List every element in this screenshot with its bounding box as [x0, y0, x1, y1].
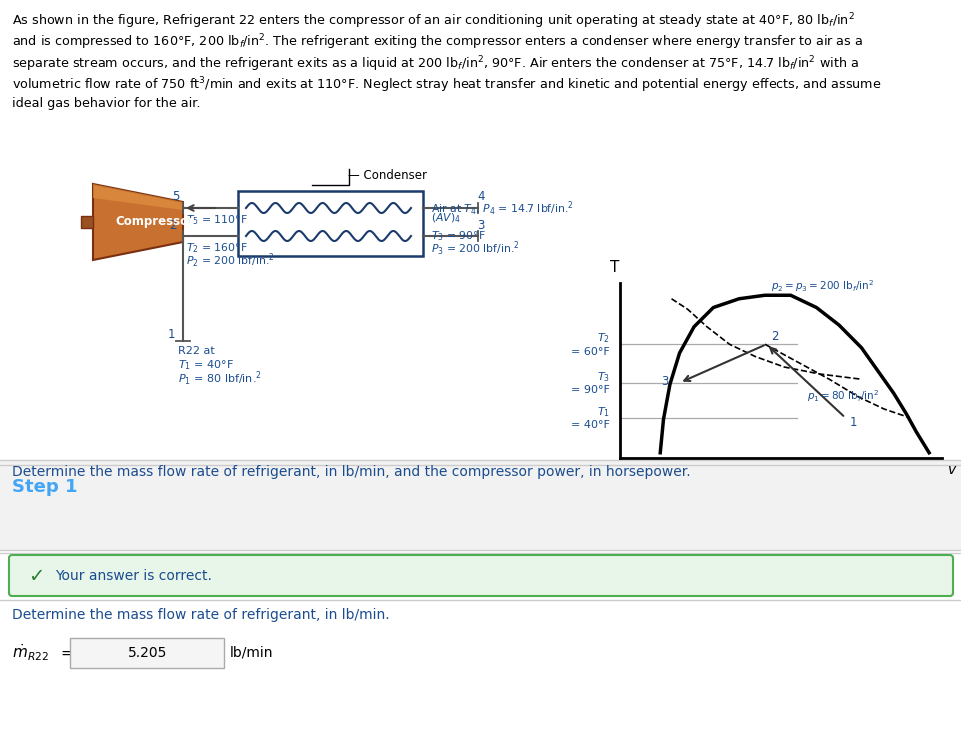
Text: $T_2$
= 60°F: $T_2$ = 60°F	[571, 331, 609, 357]
Text: $p_1 = 80$ lb$_f$/in$^2$: $p_1 = 80$ lb$_f$/in$^2$	[806, 389, 878, 404]
Text: $P_1$ = 80 lbf/in.$^2$: $P_1$ = 80 lbf/in.$^2$	[178, 370, 261, 389]
Text: 2: 2	[169, 219, 177, 232]
Text: $T_1$
= 40°F: $T_1$ = 40°F	[571, 405, 609, 430]
Text: $(AV)_4$: $(AV)_4$	[431, 211, 460, 224]
Text: 4: 4	[477, 190, 484, 203]
Text: Step 1: Step 1	[12, 478, 78, 496]
Bar	[81, 216, 93, 228]
Bar	[0, 483, 961, 743]
Text: and is compressed to 160°F, 200 lb$_f$/in$^2$. The refrigerant exiting the compr: and is compressed to 160°F, 200 lb$_f$/i…	[12, 33, 862, 52]
Text: T: T	[609, 260, 619, 275]
Polygon shape	[93, 184, 183, 260]
Text: $p_2 = p_3 = 200$ lb$_f$/in$^2$: $p_2 = p_3 = 200$ lb$_f$/in$^2$	[771, 278, 874, 294]
Text: $P_3$ = 200 lbf/in.$^2$: $P_3$ = 200 lbf/in.$^2$	[431, 240, 519, 259]
Text: — Condenser: — Condenser	[348, 169, 427, 182]
Text: 3: 3	[477, 219, 484, 232]
Bar	[0, 0, 961, 460]
Text: ideal gas behavior for the air.: ideal gas behavior for the air.	[12, 97, 200, 110]
Text: Determine the mass flow rate of refrigerant, in lb/min.: Determine the mass flow rate of refriger…	[12, 608, 389, 622]
Text: As shown in the figure, Refrigerant 22 enters the compressor of an air condition: As shown in the figure, Refrigerant 22 e…	[12, 11, 854, 30]
Text: ✓: ✓	[28, 566, 44, 585]
Text: 5.205: 5.205	[128, 646, 167, 660]
Text: $T_3$ = 90°F: $T_3$ = 90°F	[431, 229, 485, 243]
Text: $T_2$ = 160°F: $T_2$ = 160°F	[185, 241, 247, 255]
Text: =: =	[60, 646, 73, 661]
FancyBboxPatch shape	[70, 638, 224, 668]
Text: $v$: $v$	[946, 463, 956, 477]
Text: $T_5$ = 110°F: $T_5$ = 110°F	[185, 213, 247, 227]
Text: Compressor: Compressor	[115, 215, 194, 229]
Text: 3: 3	[661, 374, 668, 388]
Text: volumetric flow rate of 750 ft$^3$/min and exits at 110°F. Neglect stray heat tr: volumetric flow rate of 750 ft$^3$/min a…	[12, 76, 880, 95]
Text: separate stream occurs, and the refrigerant exits as a liquid at 200 lb$_f$/in$^: separate stream occurs, and the refriger…	[12, 54, 858, 74]
Text: 1: 1	[849, 416, 856, 429]
Text: 1: 1	[167, 328, 175, 341]
Text: Determine the mass flow rate of refrigerant, in lb/min, and the compressor power: Determine the mass flow rate of refriger…	[12, 465, 690, 479]
Text: Your answer is correct.: Your answer is correct.	[55, 569, 211, 583]
Text: $T_3$
= 90°F: $T_3$ = 90°F	[571, 370, 609, 395]
Text: $P_2$ = 200 lbf/in.$^2$: $P_2$ = 200 lbf/in.$^2$	[185, 252, 275, 270]
Text: $T_1$ = 40°F: $T_1$ = 40°F	[178, 358, 234, 372]
Bar	[0, 465, 961, 550]
Text: R22 at: R22 at	[178, 346, 214, 356]
Text: Air at $T_4$, $P_4$ = 14.7 lbf/in.$^2$: Air at $T_4$, $P_4$ = 14.7 lbf/in.$^2$	[431, 200, 574, 218]
Polygon shape	[93, 184, 183, 210]
FancyBboxPatch shape	[9, 555, 952, 596]
Text: $\dot{m}_{R22}$: $\dot{m}_{R22}$	[12, 643, 49, 663]
Text: lb/min: lb/min	[230, 646, 273, 660]
Text: 5: 5	[172, 190, 180, 203]
Text: 2: 2	[771, 330, 778, 343]
Bar	[237, 191, 423, 256]
